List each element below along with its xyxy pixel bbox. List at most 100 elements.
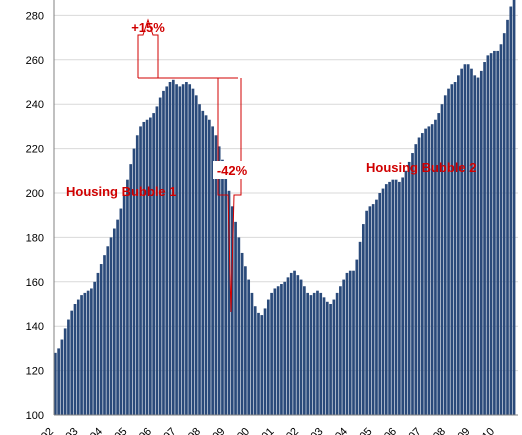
bar [401, 177, 405, 415]
bar [152, 113, 155, 415]
bar [329, 304, 332, 415]
bar [411, 153, 414, 416]
bar [381, 188, 385, 415]
bar [227, 190, 231, 415]
bar [365, 210, 368, 415]
bar [139, 126, 142, 416]
bar [109, 237, 113, 415]
bar [67, 319, 70, 415]
y-tick-labels: 100 120 140 160 180 200 220 240 260 280 [26, 10, 44, 422]
bar [335, 292, 339, 415]
bar [443, 95, 447, 415]
bar [80, 295, 83, 415]
bar [149, 117, 152, 416]
bar [502, 33, 506, 415]
bar [253, 306, 257, 415]
bar [312, 292, 316, 415]
bar [309, 295, 313, 415]
bar-series [54, 0, 516, 416]
bar [378, 193, 382, 415]
bar [247, 279, 251, 415]
bar [283, 281, 287, 415]
y-tick-label: 120 [26, 366, 44, 378]
bar [384, 184, 388, 415]
bar [70, 310, 74, 415]
x-tick-label: 00 [235, 426, 252, 435]
bar [122, 195, 126, 415]
bar [171, 79, 175, 415]
bar [453, 82, 457, 415]
bar [217, 146, 221, 415]
x-tick-label: 96 [137, 426, 154, 435]
bar [388, 181, 391, 415]
bar [391, 179, 395, 415]
bar [257, 312, 260, 415]
bar [175, 84, 178, 415]
y-tick-label: 180 [26, 232, 44, 244]
bar [240, 252, 244, 415]
bar [296, 275, 300, 415]
bar [486, 55, 490, 416]
x-tick-label: 94 [88, 426, 105, 435]
y-tick-label: 260 [26, 55, 44, 67]
bar [191, 88, 195, 415]
bar [332, 299, 336, 415]
y-tick-label: 100 [26, 410, 44, 422]
bar [208, 119, 211, 416]
bar [506, 19, 509, 416]
bar [194, 95, 198, 415]
bar [394, 179, 398, 415]
bar [496, 50, 500, 416]
bar [483, 62, 486, 416]
y-tick-label: 200 [26, 188, 44, 200]
bar [263, 308, 267, 415]
bar [299, 279, 303, 415]
bar [325, 301, 329, 415]
increase-bracket [137, 18, 159, 78]
bar [303, 286, 306, 415]
bar [424, 128, 427, 415]
y-tick-label: 280 [26, 10, 44, 22]
bar [188, 84, 192, 415]
bar [466, 64, 470, 416]
x-tick-labels: 92 93 94 95 96 97 98 99 00 01 02 03 04 05 06 07 08 09 10 [39, 426, 497, 435]
decrease-annotation: -42% [213, 77, 251, 313]
bar [489, 53, 493, 415]
bar [368, 206, 372, 415]
axes [53, 0, 518, 416]
bar [63, 328, 67, 415]
bar [286, 277, 290, 415]
bar [280, 284, 283, 415]
bar [224, 175, 228, 415]
bar [178, 86, 182, 415]
bar [112, 228, 116, 415]
bar [260, 315, 264, 415]
x-tick-label: 01 [259, 426, 276, 435]
bar [437, 113, 441, 415]
bar [427, 126, 431, 416]
bar [499, 44, 503, 415]
bar [83, 292, 87, 415]
bar [93, 281, 97, 415]
bar [116, 219, 119, 415]
decrease-label: -42% [217, 163, 248, 178]
bar [181, 84, 185, 415]
x-tick-label: 98 [186, 426, 203, 435]
bar [293, 270, 296, 415]
bar [142, 121, 146, 416]
bar [234, 221, 237, 415]
x-tick-label: 08 [431, 426, 448, 435]
bar [362, 224, 365, 415]
y-tick-label: 220 [26, 144, 44, 156]
bar [420, 133, 424, 415]
bar [316, 290, 319, 415]
bar [407, 161, 411, 415]
x-tick-label: 09 [455, 426, 472, 435]
bar [479, 70, 483, 416]
bar [375, 199, 378, 415]
bar [96, 272, 100, 415]
x-tick-label: 05 [357, 426, 374, 435]
bar [398, 181, 401, 415]
bar [463, 64, 467, 416]
bar [165, 86, 169, 415]
